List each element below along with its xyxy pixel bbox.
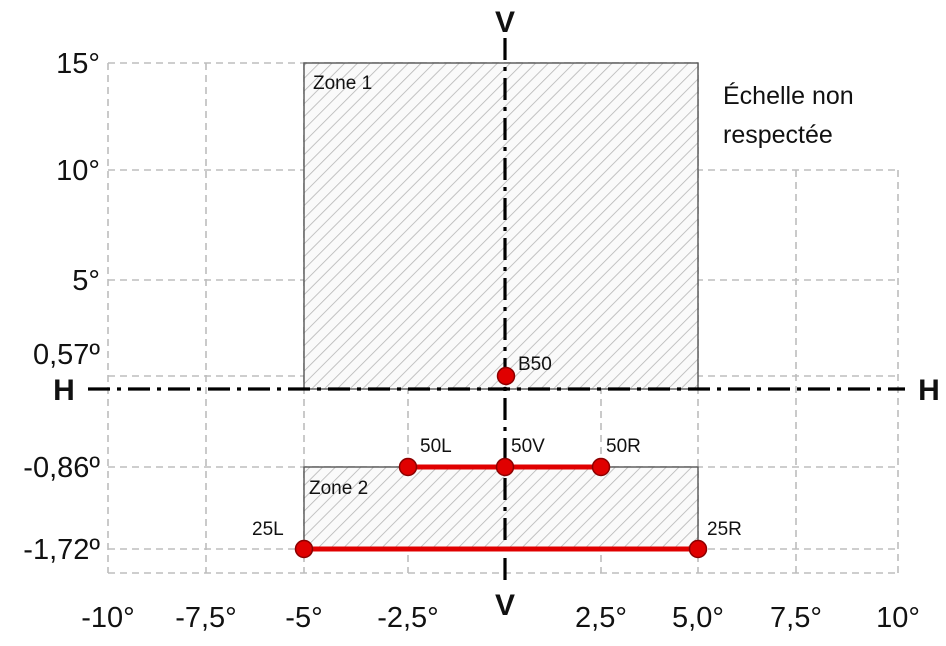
- point-25r-label: 25R: [707, 519, 742, 540]
- zone-1-label: Zone 1: [313, 73, 372, 94]
- x-tick-p2-5: 2,5°: [575, 602, 627, 634]
- x-tick-p5: 5,0°: [672, 602, 724, 634]
- y-tick-m1-72: -1,72º: [23, 534, 100, 566]
- x-tick-m2-5: -2,5°: [377, 602, 439, 634]
- point-b50-label: B50: [518, 354, 552, 375]
- point-50r: [591, 457, 611, 477]
- x-tick-m10: -10°: [81, 602, 135, 634]
- point-50l-label: 50L: [420, 436, 452, 457]
- point-50v: [495, 457, 515, 477]
- y-tick-10: 10°: [56, 155, 100, 187]
- zone-1-area: [303, 62, 699, 390]
- point-50v-label: 50V: [511, 436, 545, 457]
- v-axis-label-top: V: [495, 6, 515, 39]
- x-tick-p7-5: 7,5°: [770, 602, 822, 634]
- point-25l: [294, 539, 314, 559]
- point-25r: [688, 539, 708, 559]
- point-25l-label: 25L: [252, 519, 284, 540]
- y-tick-0-57: 0,57º: [33, 339, 100, 371]
- h-axis-label-left: H: [53, 374, 75, 407]
- point-50r-label: 50R: [606, 436, 641, 457]
- scale-note-line-1: Échelle non: [723, 81, 854, 110]
- h-axis-label-right: H: [918, 374, 940, 407]
- x-tick-m5: -5°: [285, 602, 322, 634]
- v-axis-label-bottom: V: [495, 589, 515, 622]
- y-tick-15: 15°: [56, 48, 100, 80]
- zone-2-area: [303, 466, 699, 550]
- y-tick-5: 5°: [72, 265, 100, 297]
- x-tick-m7-5: -7,5°: [175, 602, 237, 634]
- point-50l: [398, 457, 418, 477]
- x-tick-p10: 10°: [876, 602, 920, 634]
- point-b50: [496, 366, 516, 386]
- scale-note-line-2: respectée: [723, 121, 833, 149]
- zone-2-label: Zone 2: [309, 478, 368, 499]
- y-tick-m0-86: -0,86º: [23, 452, 100, 484]
